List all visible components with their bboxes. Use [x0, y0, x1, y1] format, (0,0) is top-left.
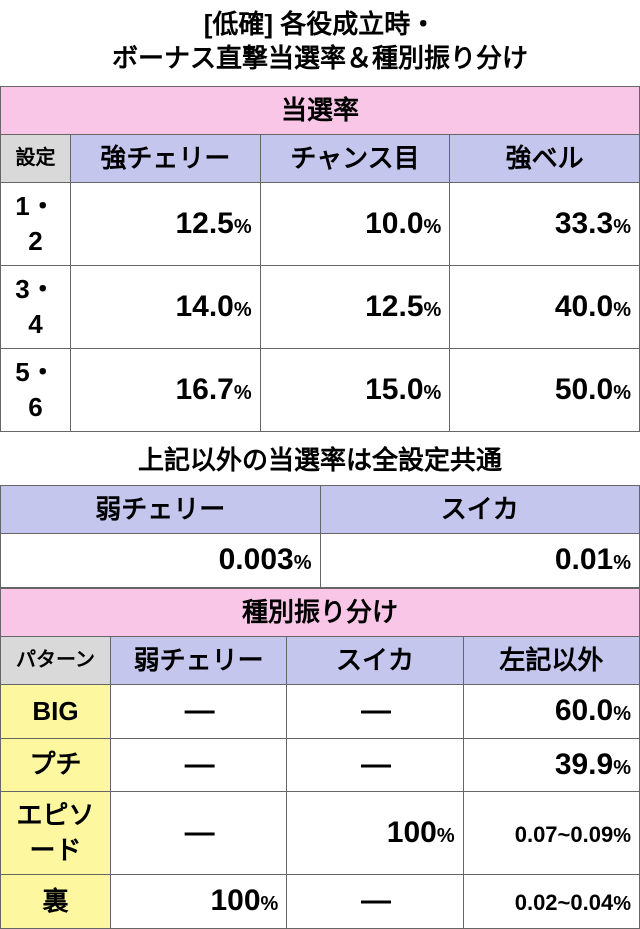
- setting-cell: 5・6: [1, 349, 71, 432]
- setting-cell: 3・4: [1, 265, 71, 348]
- table-row: 0.003% 0.01%: [1, 534, 640, 588]
- cell-value: 15.0%: [260, 349, 450, 432]
- cell-value: 60.0%: [463, 685, 639, 739]
- table-row: 設定 強チェリー チャンス目 強ベル: [1, 134, 640, 182]
- table-row: BIG——60.0%: [1, 685, 640, 739]
- col-header: 弱チェリー: [111, 637, 287, 685]
- cell-value: 0.003%: [1, 534, 321, 588]
- title-line-1: [低確] 各役成立時・: [204, 9, 437, 39]
- table-row: 3・414.0%12.5%40.0%: [1, 265, 640, 348]
- table-container: [低確] 各役成立時・ ボーナス直撃当選率＆種別振り分け 当選率 設定 強チェリ…: [0, 0, 640, 929]
- bunpu-table: 種別振り分け パターン 弱チェリー スイカ 左記以外 BIG——60.0%プチ—…: [0, 588, 640, 929]
- col-header: 強ベル: [450, 134, 640, 182]
- cell-value: 12.5%: [71, 182, 261, 265]
- cell-value: 100%: [287, 792, 463, 875]
- cell-value: 10.0%: [260, 182, 450, 265]
- cell-value: 12.5%: [260, 265, 450, 348]
- col-header: スイカ: [320, 486, 640, 534]
- cell-value: —: [111, 685, 287, 739]
- cell-value: 50.0%: [450, 349, 640, 432]
- table-row: 当選率: [1, 86, 640, 134]
- col-header: 強チェリー: [71, 134, 261, 182]
- tousen-table: 当選率 設定 強チェリー チャンス目 強ベル 1・212.5%10.0%33.3…: [0, 86, 640, 433]
- cell-value: 0.02~0.04%: [463, 875, 639, 929]
- table-row: 種別振り分け: [1, 588, 640, 636]
- section-header: 種別振り分け: [1, 588, 640, 636]
- cell-value: —: [287, 685, 463, 739]
- table-row: エピソード—100%0.07~0.09%: [1, 792, 640, 875]
- col-header: パターン: [1, 637, 111, 685]
- cell-value: 0.01%: [320, 534, 640, 588]
- pattern-cell: BIG: [1, 685, 111, 739]
- table-row: 5・616.7%15.0%50.0%: [1, 349, 640, 432]
- col-header: 弱チェリー: [1, 486, 321, 534]
- note-text: 上記以外の当選率は全設定共通: [0, 432, 640, 485]
- cell-value: 100%: [111, 875, 287, 929]
- cell-value: 14.0%: [71, 265, 261, 348]
- pattern-cell: エピソード: [1, 792, 111, 875]
- col-header: チャンス目: [260, 134, 450, 182]
- col-header: 設定: [1, 134, 71, 182]
- page-title: [低確] 各役成立時・ ボーナス直撃当選率＆種別振り分け: [0, 0, 640, 86]
- cell-value: —: [287, 738, 463, 792]
- cell-value: 0.07~0.09%: [463, 792, 639, 875]
- cell-value: 16.7%: [71, 349, 261, 432]
- pattern-cell: 裏: [1, 875, 111, 929]
- setting-cell: 1・2: [1, 182, 71, 265]
- table-row: パターン 弱チェリー スイカ 左記以外: [1, 637, 640, 685]
- title-line-2: ボーナス直撃当選率＆種別振り分け: [112, 43, 528, 73]
- cell-value: —: [111, 792, 287, 875]
- common-table: 弱チェリー スイカ 0.003% 0.01%: [0, 485, 640, 588]
- table-row: 1・212.5%10.0%33.3%: [1, 182, 640, 265]
- col-header: 左記以外: [463, 637, 639, 685]
- cell-value: 40.0%: [450, 265, 640, 348]
- cell-value: —: [287, 875, 463, 929]
- section-header: 当選率: [1, 86, 640, 134]
- table-row: 裏100%—0.02~0.04%: [1, 875, 640, 929]
- table-row: プチ——39.9%: [1, 738, 640, 792]
- cell-value: 33.3%: [450, 182, 640, 265]
- cell-value: 39.9%: [463, 738, 639, 792]
- cell-value: —: [111, 738, 287, 792]
- table-row: 弱チェリー スイカ: [1, 486, 640, 534]
- col-header: スイカ: [287, 637, 463, 685]
- pattern-cell: プチ: [1, 738, 111, 792]
